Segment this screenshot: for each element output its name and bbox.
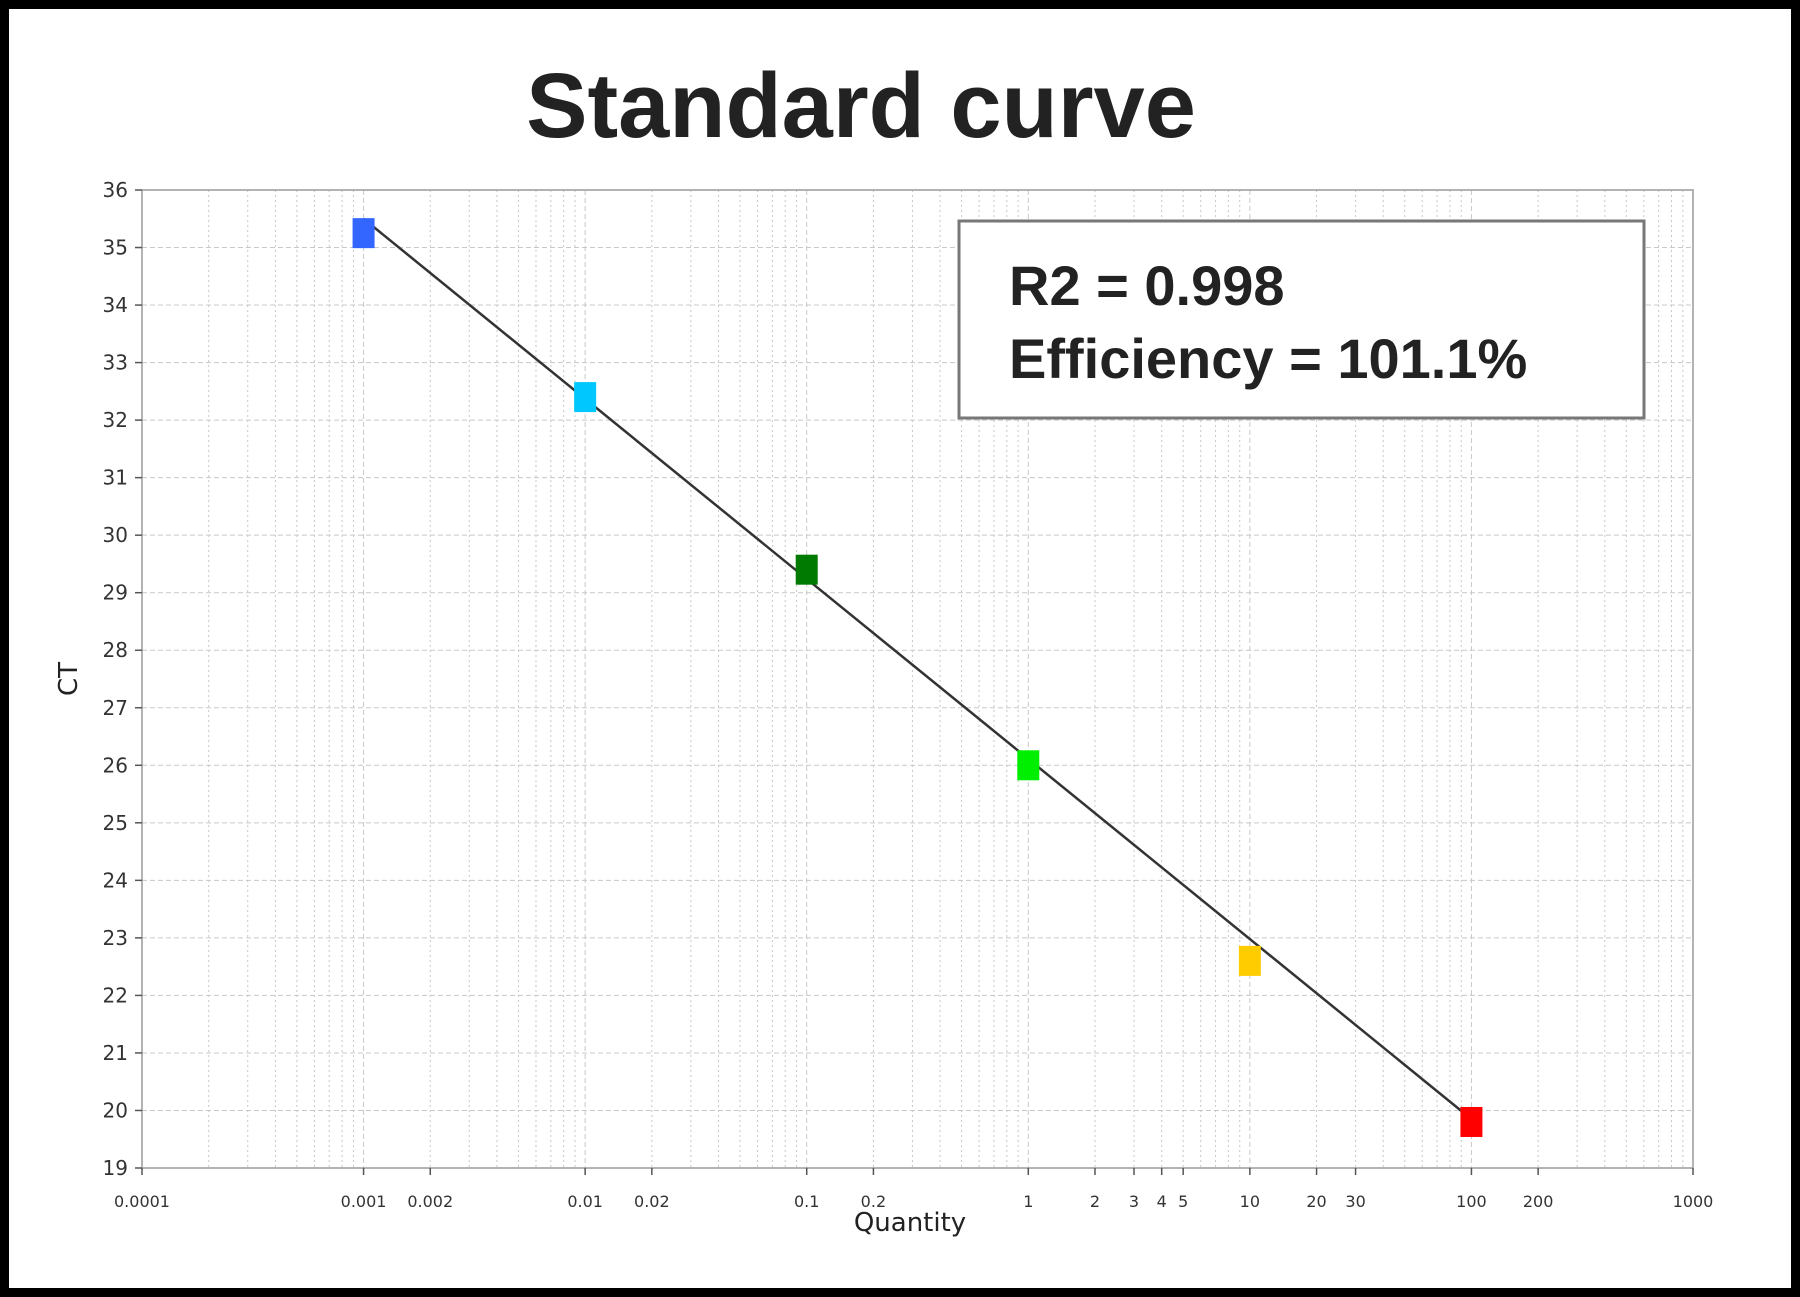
y-tick-label: 21: [103, 1041, 128, 1065]
x-tick-label: 1: [1023, 1192, 1033, 1211]
y-tick-label: 25: [103, 811, 128, 835]
efficiency-annotation: Efficiency = 101.1%: [1009, 327, 1527, 390]
grid: [142, 190, 1693, 1168]
y-tick-label: 30: [103, 523, 128, 547]
y-tick-label: 20: [103, 1098, 128, 1122]
data-point: [574, 382, 597, 413]
y-tick-label: 19: [103, 1156, 128, 1180]
data-point: [1460, 1106, 1483, 1137]
x-tick-label: 0.002: [407, 1192, 453, 1211]
x-axis-label: Quantity: [854, 1208, 966, 1238]
y-tick-label: 32: [103, 408, 128, 432]
x-tick-label: 10: [1240, 1192, 1260, 1211]
data-point: [352, 218, 375, 249]
x-tick-label: 0.0001: [114, 1192, 170, 1211]
y-tick-label: 35: [103, 236, 128, 260]
x-tick-label: 100: [1456, 1192, 1487, 1211]
data-point: [795, 554, 818, 585]
y-tick-label: 23: [103, 926, 128, 950]
x-tick-label: 30: [1345, 1192, 1365, 1211]
annotation-box: R2 = 0.998 Efficiency = 101.1%: [957, 219, 1646, 420]
annotation-border: [957, 219, 1646, 420]
x-tick-label: 200: [1523, 1192, 1554, 1211]
x-tick-label: 20: [1306, 1192, 1326, 1211]
data-point: [1238, 945, 1261, 976]
x-tick-label: 0.01: [567, 1192, 603, 1211]
x-tick-label: 0.1: [794, 1192, 819, 1211]
y-tick-label: 36: [103, 178, 128, 202]
y-tick-label: 33: [103, 351, 128, 375]
y-tick-label: 28: [103, 638, 128, 662]
fit-line-group: [362, 217, 1473, 1121]
chart-title: Standard curve: [526, 55, 1196, 157]
axis-ticks: 1920212223242526272829303132333435360.00…: [103, 178, 1714, 1211]
fit-line: [362, 217, 1473, 1121]
chart-frame: Standard curve 19 20 21 22 23 24 25 26 27 28 29 30 3…: [9, 9, 1791, 1288]
y-tick-label: 24: [103, 868, 128, 892]
x-tick-label: 0.001: [341, 1192, 387, 1211]
x-tick-label: 5: [1178, 1192, 1188, 1211]
data-point: [1017, 750, 1040, 781]
y-axis-label: CT: [54, 662, 84, 696]
x-tick-label: 1000: [1673, 1192, 1714, 1211]
x-tick-label: 3: [1129, 1192, 1139, 1211]
y-tick-label: 29: [103, 581, 128, 605]
y-tick-label: 31: [103, 466, 128, 490]
x-tick-label: 0.02: [634, 1192, 670, 1211]
x-tick-label: 4: [1157, 1192, 1167, 1211]
plot-area: [141, 189, 1694, 1169]
y-tick-label: 26: [103, 753, 128, 777]
data-points: [352, 218, 1483, 1137]
standard-curve-chart: Standard curve 1920212223242526272829303…: [54, 55, 1714, 1238]
y-tick-label: 22: [103, 983, 128, 1007]
r2-annotation: R2 = 0.998: [1009, 254, 1285, 317]
y-tick-label: 27: [103, 696, 128, 720]
x-tick-label: 0.2: [861, 1192, 886, 1211]
y-tick-label: 34: [103, 293, 128, 317]
x-tick-label: 2: [1090, 1192, 1100, 1211]
